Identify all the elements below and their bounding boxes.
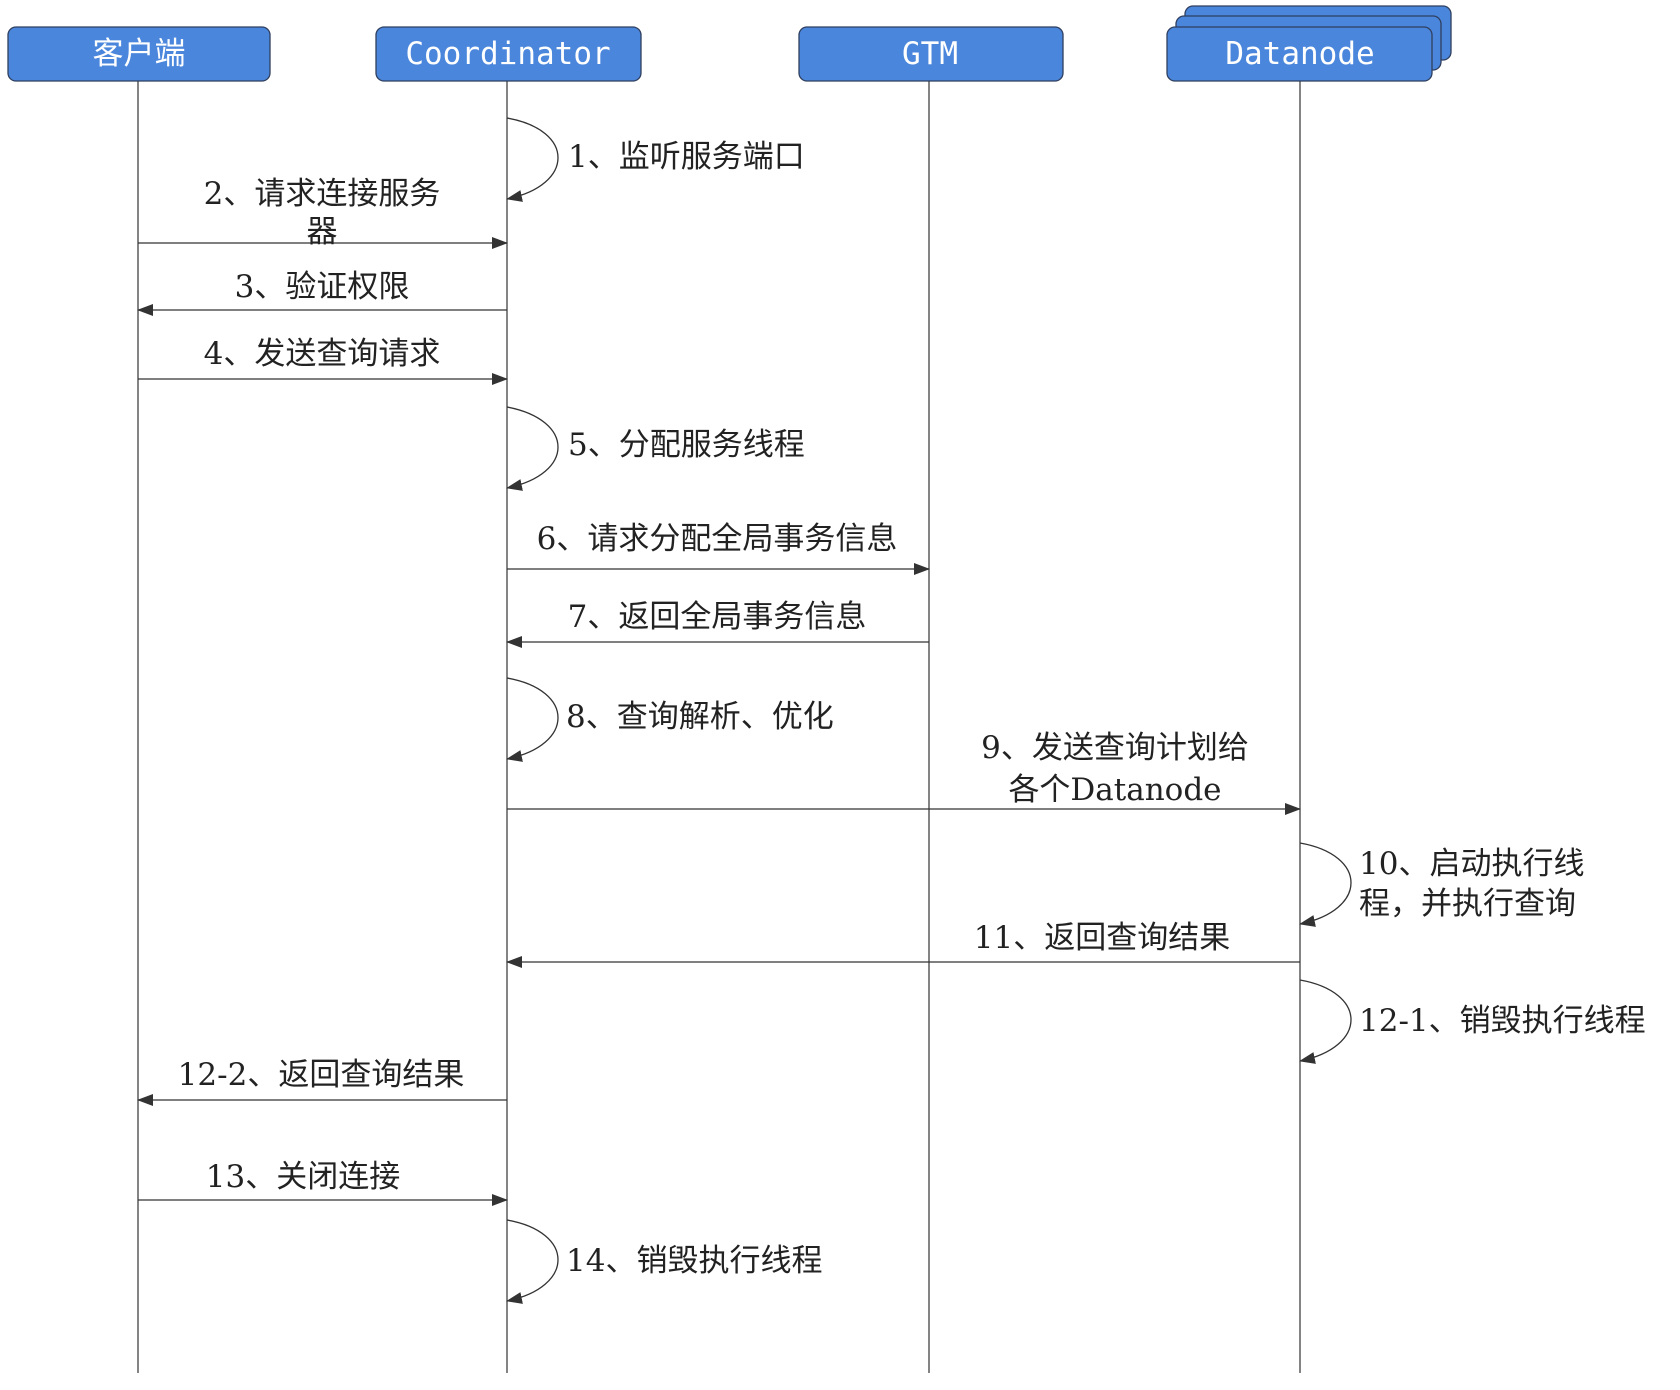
participant-gtm: GTM [798,26,1064,82]
message-12-2-label: 12-2、返回查询结果 [178,1057,465,1093]
message-14-arrow [506,1219,559,1304]
message-1-label: 1、监听服务端口 [568,139,805,175]
message-13-label: 13、关闭连接 [206,1159,400,1195]
message-10-arrow [1299,842,1352,927]
message-9-label-line2: 各个Datanode [1008,772,1221,808]
message-5-arrow [506,406,559,491]
message-12-1-label: 12-1、销毁执行线程 [1359,1003,1646,1039]
message-6-label: 6、请求分配全局事务信息 [537,521,898,557]
message-2-label: 2、请求连接服务 [204,176,441,212]
message-1-arrow [506,117,559,202]
message-14-label: 14、销毁执行线程 [566,1243,822,1279]
message-8-arrow [506,677,559,762]
message-10-label: 10、启动执行线 [1359,846,1584,882]
message-5-label: 5、分配服务线程 [568,427,805,463]
message-10-label-line2: 程，并执行查询 [1359,886,1576,922]
participant-label: Coordinator [405,36,610,72]
message-9-label: 9、发送查询计划给 [981,730,1249,766]
participant-label: GTM [902,36,958,72]
participant-label: 客户端 [93,36,186,72]
participant-client: 客户端 [7,26,271,82]
message-4-label: 4、发送查询请求 [204,336,441,372]
message-2-label-line2: 器 [307,214,338,250]
participant-datanode-stack: Datanode [1166,5,1452,82]
message-11-label: 11、返回查询结果 [974,920,1230,956]
message-8-label: 8、查询解析、优化 [566,699,834,735]
participant-coordinator: Coordinator [375,26,642,82]
message-12-1-arrow [1299,979,1352,1064]
message-7-label: 7、返回全局事务信息 [568,599,867,635]
participant-label: Datanode [1225,36,1374,72]
message-3-label: 3、验证权限 [235,269,410,305]
